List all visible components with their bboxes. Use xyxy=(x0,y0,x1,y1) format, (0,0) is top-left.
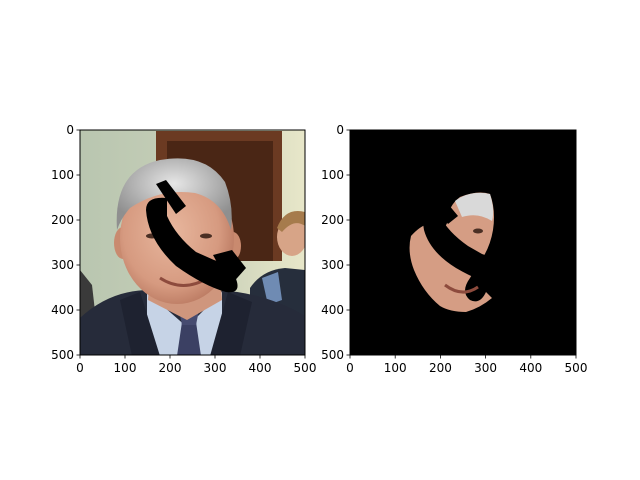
right-y-tick-label: 200 xyxy=(321,213,344,227)
left-x-tick-label: 500 xyxy=(294,361,317,375)
left-x-tick-label: 400 xyxy=(249,361,272,375)
right-y-tick-label: 300 xyxy=(321,258,344,272)
right-x-tick-label: 300 xyxy=(474,361,497,375)
right-axes: 0 100 200 300 400 500 0 100 200 300 400 500 xyxy=(321,123,587,375)
left-x-ticks: 0 100 200 300 400 500 xyxy=(76,355,316,375)
right-y-ticks: 0 100 200 300 400 500 xyxy=(321,123,350,362)
left-y-tick-label: 300 xyxy=(51,258,74,272)
left-y-tick-label: 200 xyxy=(51,213,74,227)
left-image xyxy=(80,130,305,355)
left-axes: 0 100 200 300 400 500 0 100 200 300 400 500 xyxy=(51,123,316,375)
right-x-ticks: 0 100 200 300 400 500 xyxy=(346,355,587,375)
right-y-tick-label: 100 xyxy=(321,168,344,182)
right-x-tick-label: 400 xyxy=(519,361,542,375)
right-x-tick-label: 200 xyxy=(429,361,452,375)
left-x-tick-label: 300 xyxy=(204,361,227,375)
left-y-ticks: 0 100 200 300 400 500 xyxy=(51,123,80,362)
left-y-tick-label: 400 xyxy=(51,303,74,317)
right-image xyxy=(350,130,576,355)
right-x-tick-label: 500 xyxy=(565,361,588,375)
right-x-tick-label: 100 xyxy=(384,361,407,375)
left-x-tick-label: 0 xyxy=(76,361,84,375)
left-y-tick-label: 500 xyxy=(51,348,74,362)
left-y-tick-label: 100 xyxy=(51,168,74,182)
right-y-tick-label: 400 xyxy=(321,303,344,317)
left-x-tick-label: 200 xyxy=(159,361,182,375)
right-y-tick-label: 500 xyxy=(321,348,344,362)
right-x-tick-label: 0 xyxy=(346,361,354,375)
left-y-tick-label: 0 xyxy=(66,123,74,137)
left-x-tick-label: 100 xyxy=(114,361,137,375)
right-y-tick-label: 0 xyxy=(336,123,344,137)
